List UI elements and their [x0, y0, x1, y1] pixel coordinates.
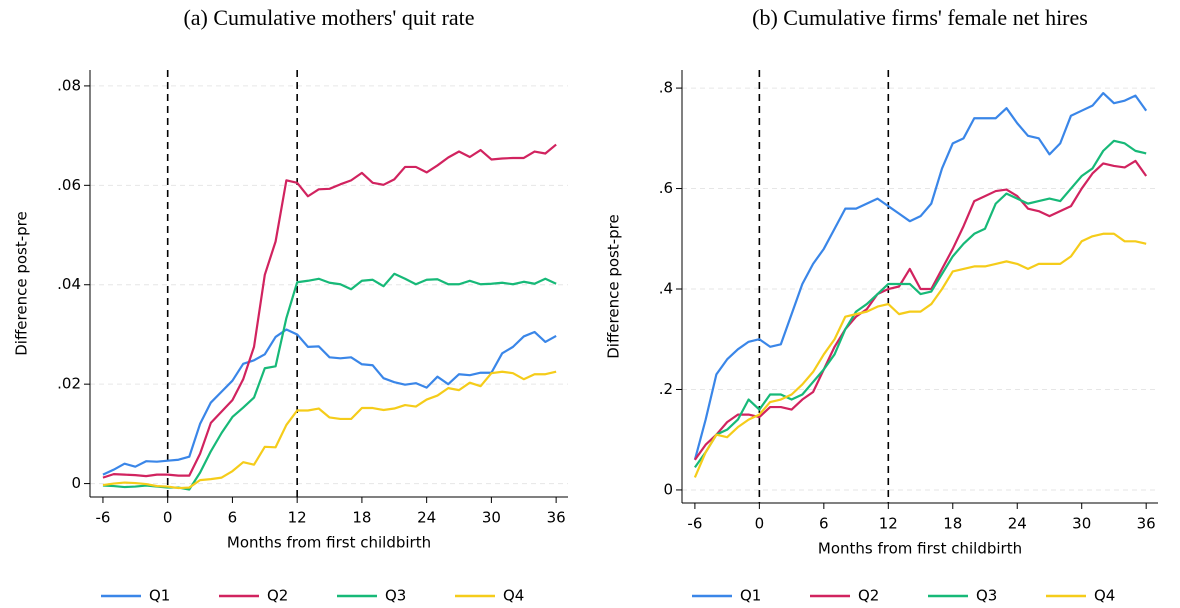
- x-tick-label: 6: [228, 509, 238, 527]
- x-tick-label: -6: [687, 515, 702, 533]
- y-axis-label: Difference post-pre: [605, 214, 623, 359]
- x-tick-label: 0: [755, 515, 765, 533]
- y-axis-label: Difference post-pre: [13, 211, 31, 356]
- legend-label: Q3: [976, 587, 997, 605]
- y-tick-label: .4: [659, 280, 673, 298]
- x-tick-label: 12: [288, 509, 307, 527]
- x-axis-label: Months from first childbirth: [818, 540, 1022, 558]
- series-line: [693, 232, 1147, 478]
- legend-label: Q2: [267, 587, 288, 605]
- y-tick-label: .04: [57, 275, 81, 293]
- legend-label: Q2: [858, 587, 879, 605]
- x-tick-label: 36: [547, 509, 566, 527]
- x-tick-label: 18: [943, 515, 962, 533]
- legend-label: Q1: [740, 587, 761, 605]
- legend-label: Q3: [385, 587, 406, 605]
- x-tick-label: 30: [1072, 515, 1091, 533]
- x-tick-label: 18: [352, 509, 371, 527]
- legend-label: Q1: [149, 587, 170, 605]
- series-line: [102, 272, 557, 491]
- y-tick-label: .8: [659, 79, 673, 97]
- y-tick-label: .02: [57, 375, 81, 393]
- series-line: [693, 159, 1148, 461]
- series-line: [102, 143, 557, 479]
- x-tick-label: 36: [1137, 515, 1156, 533]
- y-tick-label: .06: [57, 176, 81, 194]
- x-tick-label: 30: [482, 509, 501, 527]
- y-tick-label: .6: [659, 179, 673, 197]
- series-line: [693, 92, 1148, 461]
- legend-label: Q4: [503, 587, 524, 605]
- x-tick-label: 24: [1008, 515, 1027, 533]
- x-tick-label: 0: [163, 509, 173, 527]
- series-line: [693, 139, 1147, 468]
- y-tick-label: .08: [57, 76, 81, 94]
- x-tick-label: 24: [417, 509, 436, 527]
- chart-title: (a) Cumulative mothers' quit rate: [183, 5, 474, 30]
- y-tick-label: .2: [659, 380, 673, 398]
- legend-label: Q4: [1094, 587, 1115, 605]
- chart-title: (b) Cumulative firms' female net hires: [752, 5, 1088, 30]
- series-line: [102, 370, 557, 490]
- x-tick-label: 12: [879, 515, 898, 533]
- y-tick-label: 0: [71, 474, 81, 492]
- series-line: [102, 328, 557, 476]
- y-tick-label: 0: [663, 480, 673, 498]
- x-tick-label: -6: [95, 509, 110, 527]
- x-axis-label: Months from first childbirth: [227, 534, 431, 552]
- x-tick-label: 6: [819, 515, 829, 533]
